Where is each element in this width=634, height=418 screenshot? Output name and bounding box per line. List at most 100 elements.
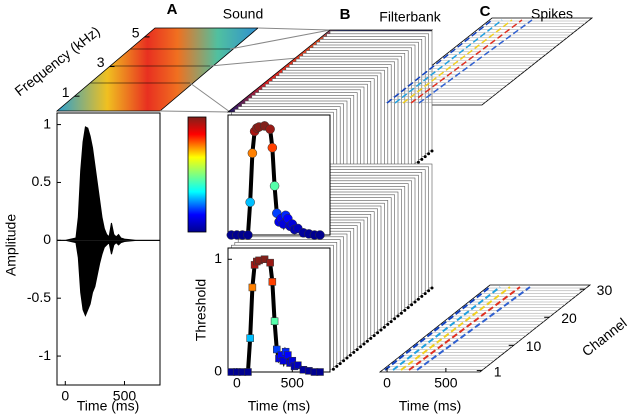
layer-dot — [410, 303, 414, 307]
layer-dot — [420, 294, 424, 298]
panel-title: Filterbank — [379, 9, 441, 25]
z-tick-label: 1 — [494, 363, 502, 379]
axis-label: Time (ms) — [248, 398, 310, 414]
x-tick-label: 0 — [233, 375, 241, 391]
layer-dot — [359, 345, 363, 349]
y-tick-label: -0.5 — [27, 289, 51, 305]
spike-stripe — [402, 19, 513, 104]
layer-dot — [376, 331, 380, 335]
layer-dot — [430, 149, 434, 153]
layer-dot — [345, 356, 349, 360]
plot-frame — [56, 112, 161, 386]
panel-title: Spikes — [531, 6, 573, 22]
layer-dot — [420, 157, 424, 161]
point — [269, 181, 280, 191]
layer-dot — [386, 322, 390, 326]
point — [273, 345, 281, 354]
colorbar — [187, 116, 207, 233]
y-tick-label: -1 — [39, 347, 52, 363]
point — [243, 230, 253, 240]
layer-dot — [406, 306, 410, 310]
spike-stripe — [400, 286, 511, 371]
axis-label: Time (ms) — [77, 398, 139, 414]
layer-dot — [393, 317, 397, 321]
x-tick-label: 500 — [281, 375, 305, 391]
point — [248, 283, 257, 292]
axis-label: Channel — [579, 315, 630, 360]
layer-dot — [355, 348, 359, 352]
point — [265, 124, 275, 134]
y-tick-label: 1 — [62, 84, 70, 100]
point — [245, 197, 255, 208]
point — [284, 351, 292, 359]
spike-stripe — [408, 286, 521, 371]
y-tick-label: 0 — [214, 363, 222, 379]
layer-dot — [342, 359, 346, 363]
layer-dot — [365, 339, 369, 343]
z-tick-label: 30 — [597, 282, 613, 298]
z-tick-label: 20 — [561, 310, 577, 326]
waveform — [57, 126, 160, 241]
spikes-plane — [380, 17, 594, 106]
x-tick-label: 0 — [383, 375, 391, 391]
layer-dot — [352, 350, 356, 354]
point — [246, 334, 254, 342]
layer-dot — [348, 353, 352, 357]
spectrogram-lines — [90, 48, 230, 84]
panel-title: Sound — [223, 6, 263, 22]
y-tick-label: 5 — [132, 25, 140, 41]
point — [268, 278, 277, 286]
spike-stripe — [394, 19, 503, 104]
layer-dot — [416, 160, 420, 164]
layer-dot — [335, 364, 339, 368]
y-tick-label: 0 — [43, 231, 51, 247]
spike-stripe — [384, 286, 491, 371]
spike-stripe — [416, 286, 531, 371]
layer-dot — [423, 155, 427, 159]
projection-lines — [159, 27, 331, 113]
x-tick-label: 500 — [434, 375, 458, 391]
layer-dot — [331, 367, 335, 371]
layer-dot — [427, 152, 431, 156]
axis-label: Time (ms) — [399, 398, 461, 414]
x-tick-label: 500 — [113, 388, 137, 404]
layer-dot — [396, 314, 400, 318]
layer-dot — [416, 297, 420, 301]
y-tick-label: 1 — [43, 115, 51, 131]
waveform — [57, 239, 160, 317]
spike-stripe — [392, 286, 501, 371]
layer-dot — [399, 311, 403, 315]
point — [270, 317, 279, 326]
panel-letter: A — [167, 1, 178, 18]
point — [316, 368, 324, 376]
layer-dot — [403, 308, 407, 312]
layer-dot — [413, 300, 417, 304]
panel-letter: B — [340, 6, 351, 23]
layer-dot — [389, 320, 393, 324]
point — [266, 258, 274, 267]
layer-dot — [372, 334, 376, 338]
axis-label: Amplitude — [3, 214, 19, 276]
spikes-plane — [378, 284, 592, 373]
x-tick-label: 0 — [61, 388, 69, 404]
point — [267, 142, 278, 153]
point — [294, 361, 302, 369]
layer-dot — [369, 336, 373, 340]
spike-stripe — [418, 19, 533, 104]
layer-dot — [427, 289, 431, 293]
layer-dot — [379, 328, 383, 332]
z-tick-label: 10 — [526, 338, 542, 354]
layer-dot — [382, 325, 386, 329]
layer-dot — [430, 286, 434, 290]
y-tick-label: 1 — [214, 250, 222, 266]
layer-dot — [423, 292, 427, 296]
y-tick-label: 0.5 — [32, 173, 52, 189]
spike-stripe — [386, 19, 493, 104]
point — [315, 230, 325, 240]
layer-dot — [338, 362, 342, 366]
point — [244, 368, 252, 376]
axis-label: Threshold — [193, 279, 209, 341]
layer-dot — [362, 342, 366, 346]
